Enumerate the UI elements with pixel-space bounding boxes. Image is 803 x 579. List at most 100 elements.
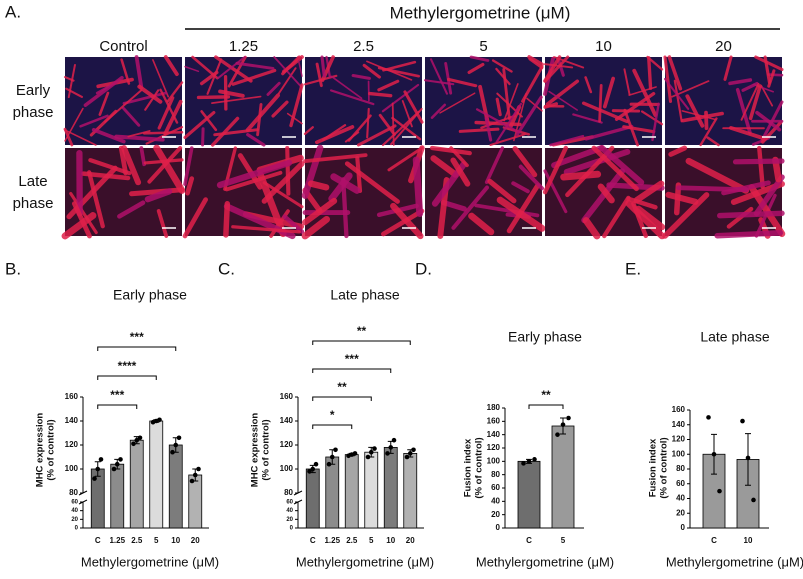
x-tick-label: C	[310, 536, 316, 545]
data-point	[411, 448, 416, 453]
panel-label: A.	[5, 2, 21, 21]
y-tick-label: 80	[491, 470, 500, 479]
data-point	[555, 432, 560, 437]
data-point	[366, 455, 371, 460]
fiber	[203, 129, 204, 145]
y-tick-label: 40	[286, 508, 293, 514]
bar	[130, 440, 143, 528]
y-tick-label: 20	[286, 517, 293, 523]
y-axis-label: Fusion index	[463, 438, 474, 497]
y-tick-label: 100	[65, 464, 79, 473]
significance-label: ****	[118, 359, 137, 373]
data-point	[170, 450, 175, 455]
data-point	[392, 438, 397, 443]
micrograph	[305, 57, 422, 145]
column-label: 2.5	[353, 38, 374, 55]
bar	[384, 447, 397, 528]
fiber	[370, 94, 391, 96]
data-point	[385, 451, 390, 456]
fiber	[322, 57, 324, 76]
panel-label: D.	[415, 259, 432, 278]
column-label: 10	[595, 38, 612, 55]
fiber	[768, 75, 782, 76]
data-point	[740, 419, 745, 424]
row-label: Early	[16, 82, 51, 99]
data-point	[372, 446, 377, 451]
y-tick-label: 60	[71, 500, 78, 506]
data-point	[173, 443, 178, 448]
y-tick-label: 160	[65, 392, 79, 401]
column-label: 1.25	[229, 38, 258, 55]
data-point	[521, 461, 526, 466]
y-tick-label: 140	[65, 416, 79, 425]
fiber	[287, 148, 288, 194]
bar	[111, 464, 124, 528]
y-axis-label: (% of control)	[659, 437, 670, 498]
data-point	[333, 448, 338, 453]
y-axis-label: MHC expression	[35, 413, 46, 488]
x-tick-label: C	[526, 536, 532, 545]
bar	[306, 469, 319, 528]
x-axis-label: Methylergometrine (μM)	[296, 554, 434, 569]
bar	[345, 455, 358, 528]
chart-title: Early phase	[508, 329, 582, 345]
x-tick-label: 5	[561, 536, 566, 545]
x-tick-label: 5	[369, 536, 374, 545]
micrograph	[305, 148, 422, 236]
significance-bracket	[313, 397, 372, 401]
column-label: Control	[99, 38, 147, 55]
header: Methylergometrine (μM)	[390, 3, 571, 22]
micrograph	[185, 57, 302, 145]
y-axis-label: (% of control)	[474, 437, 485, 498]
fiber	[357, 158, 360, 191]
data-point	[405, 455, 410, 460]
micrograph	[185, 148, 302, 236]
data-point	[330, 455, 335, 460]
data-point	[408, 451, 413, 456]
y-axis-label: Fusion index	[648, 438, 659, 497]
x-tick-label: 10	[171, 536, 180, 545]
data-point	[196, 467, 201, 472]
significance-bracket	[313, 369, 391, 373]
y-tick-label: 40	[491, 496, 500, 505]
fiber	[735, 161, 782, 162]
fiber	[678, 188, 746, 190]
fiber	[393, 103, 394, 145]
x-tick-label: 2.5	[346, 536, 358, 545]
y-tick-label: 100	[672, 449, 686, 458]
y-tick-label: 0	[496, 523, 501, 532]
x-tick-label: C	[95, 536, 101, 545]
y-tick-label: 120	[672, 435, 686, 444]
significance-bracket	[313, 341, 411, 345]
y-tick-label: 60	[676, 479, 685, 488]
chart-title: Late phase	[330, 287, 399, 303]
y-tick-label: 60	[491, 483, 500, 492]
x-tick-label: 5	[154, 536, 159, 545]
x-tick-label: 10	[744, 536, 753, 545]
data-point	[717, 489, 722, 494]
bar	[169, 445, 182, 528]
data-point	[131, 442, 136, 447]
data-point	[190, 479, 195, 484]
data-point	[706, 415, 711, 420]
bar	[150, 421, 163, 528]
y-tick-label: 60	[286, 500, 293, 506]
fiber	[720, 213, 782, 215]
data-point	[92, 476, 97, 481]
data-point	[527, 459, 532, 464]
bar	[326, 457, 339, 528]
data-point	[157, 418, 162, 423]
micrograph	[665, 57, 782, 145]
y-tick-label: 80	[69, 488, 78, 497]
micrograph	[425, 148, 542, 236]
y-tick-label: 160	[672, 405, 686, 414]
fiber	[649, 58, 651, 88]
fiber	[311, 184, 326, 188]
significance-bracket	[313, 425, 352, 429]
y-tick-label: 160	[280, 392, 294, 401]
bar	[404, 453, 417, 528]
micrograph	[665, 148, 782, 236]
y-axis-label: (% of control)	[46, 419, 57, 480]
significance-label: ***	[110, 388, 124, 402]
y-tick-label: 0	[681, 523, 686, 532]
